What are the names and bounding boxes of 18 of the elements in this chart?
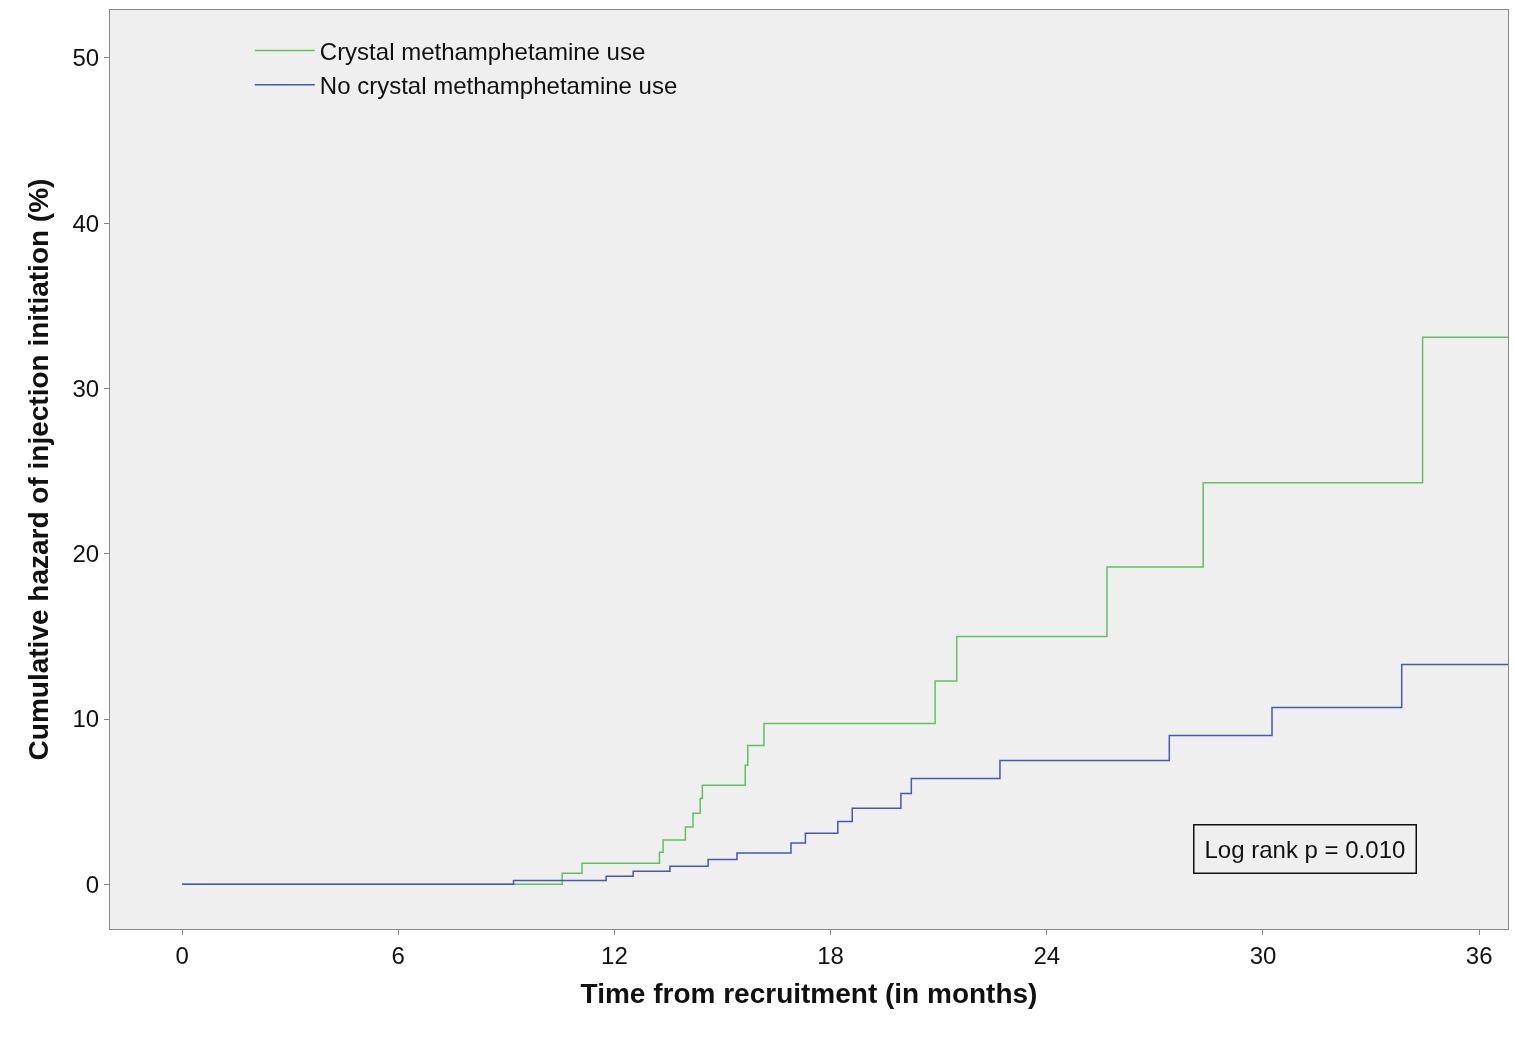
x-tick-label: 18 <box>817 941 844 969</box>
x-tick-label: 24 <box>1033 941 1061 969</box>
legend-label: No crystal methamphetamine use <box>319 72 678 100</box>
y-tick-label: 30 <box>72 374 100 402</box>
x-tick-label: 12 <box>601 941 628 969</box>
legend-label: Crystal methamphetamine use <box>319 37 646 65</box>
y-axis-title: Cumulative hazard of injection initiation (%) <box>23 178 55 761</box>
y-tick-label: 50 <box>72 44 100 72</box>
annotation: Log rank p = 0.010 <box>1204 835 1406 863</box>
y-tick-label: 10 <box>72 705 100 733</box>
x-tick-label: 30 <box>1249 941 1277 969</box>
x-axis-title: Time from recruitment (in months) <box>580 977 1038 1009</box>
x-tick-label: 6 <box>391 941 405 969</box>
x-tick-label: 36 <box>1465 941 1493 969</box>
y-tick-label: 40 <box>72 209 100 237</box>
y-tick-label: 20 <box>72 540 100 568</box>
y-tick-label: 0 <box>85 870 100 898</box>
x-tick-label: 0 <box>175 941 189 969</box>
